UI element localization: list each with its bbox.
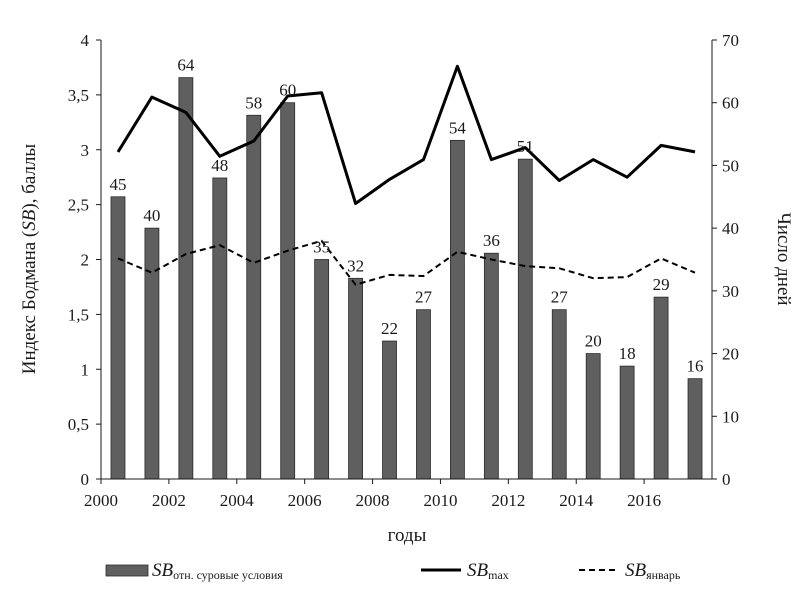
- left-tick-label: 4: [81, 31, 90, 50]
- left-tick-label: 0: [81, 470, 90, 489]
- bar-value-label: 51: [517, 137, 534, 156]
- bar-value-label: 40: [143, 206, 160, 225]
- bar-value-label: 36: [483, 231, 500, 250]
- x-tick-label: 2016: [627, 491, 661, 510]
- right-tick-label: 40: [722, 219, 739, 238]
- bar: [110, 196, 126, 480]
- bar: [619, 365, 635, 480]
- x-tick-label: 2014: [559, 491, 594, 510]
- bar-value-label: 54: [449, 118, 467, 137]
- bar: [280, 102, 296, 480]
- line-series-sb-max: [116, 64, 696, 205]
- left-tick-label: 2: [81, 251, 90, 270]
- bar: [450, 139, 465, 480]
- x-tick-label: 2002: [152, 491, 186, 510]
- bar-value-label: 64: [177, 56, 195, 75]
- bar-value-label: 35: [313, 238, 330, 257]
- legend-entry-label: SBmax: [467, 560, 509, 582]
- bar: [382, 340, 397, 480]
- line-series-sb-january: [117, 239, 696, 286]
- bar: [653, 296, 669, 480]
- bar: [551, 309, 567, 480]
- x-axis-title: годы: [388, 525, 427, 546]
- legend-entry-label: SBянварь: [625, 560, 681, 582]
- x-tick-label: 2004: [220, 491, 255, 510]
- bar: [416, 309, 431, 480]
- bar-value-label: 32: [347, 256, 364, 275]
- bar-value-label: 29: [653, 275, 670, 294]
- right-tick-label: 70: [722, 31, 739, 50]
- bar-value-label: 16: [687, 357, 704, 376]
- x-tick-label: 2006: [288, 491, 322, 510]
- data-labels-layer: 45 40 64 48 58 60 35 32 22 27 54 36 51 27 20 18 29 16: [109, 56, 703, 376]
- bar-value-label: 60: [279, 81, 296, 100]
- bar: [212, 177, 228, 480]
- right-tick-label: 50: [722, 156, 739, 175]
- legend-entry-label: SBотн. суровые условия: [152, 560, 283, 582]
- left-tick-label: 1,5: [68, 305, 89, 324]
- bar: [517, 158, 533, 480]
- bar: [314, 259, 330, 480]
- left-tick-label: 0,5: [68, 415, 89, 434]
- left-tick-label: 1: [81, 360, 90, 379]
- x-tick-label: 2010: [423, 491, 457, 510]
- bar: [144, 227, 160, 480]
- lines-layer: [116, 64, 696, 286]
- bar: [246, 114, 262, 480]
- bar-value-label: 58: [245, 93, 262, 112]
- legend: SBотн. суровые условия SBmax SBянварь: [105, 560, 681, 582]
- x-tick-label: 2008: [356, 491, 390, 510]
- left-tick-label: 2,5: [68, 196, 89, 215]
- left-tick-label: 3,5: [68, 86, 89, 105]
- bar: [348, 277, 363, 480]
- bar-value-label: 27: [415, 288, 433, 307]
- right-tick-label: 20: [722, 345, 739, 364]
- bar-value-label: 22: [381, 319, 398, 338]
- x-tick-label: 2000: [84, 491, 118, 510]
- right-tick-label: 60: [722, 94, 739, 113]
- bar: [178, 77, 194, 480]
- bar-value-label: 20: [585, 332, 602, 351]
- bar-value-label: 45: [109, 175, 126, 194]
- bar-value-label: 27: [551, 288, 569, 307]
- bar: [483, 252, 499, 480]
- left-tick-label: 3: [81, 141, 90, 160]
- bar-value-label: 48: [211, 156, 228, 175]
- bars-layer: [110, 77, 703, 480]
- bar: [585, 353, 601, 480]
- x-tick-label: 2012: [491, 491, 525, 510]
- right-axis-title: Число дней: [773, 212, 791, 305]
- right-tick-label: 0: [722, 470, 731, 489]
- bar: [687, 378, 703, 480]
- right-tick-label: 30: [722, 282, 739, 301]
- right-tick-label: 10: [722, 407, 739, 426]
- bar-value-label: 18: [619, 344, 636, 363]
- left-axis-title: Индекс Бодмана (SB), баллы: [19, 144, 40, 375]
- legend-bar-swatch: [105, 564, 149, 577]
